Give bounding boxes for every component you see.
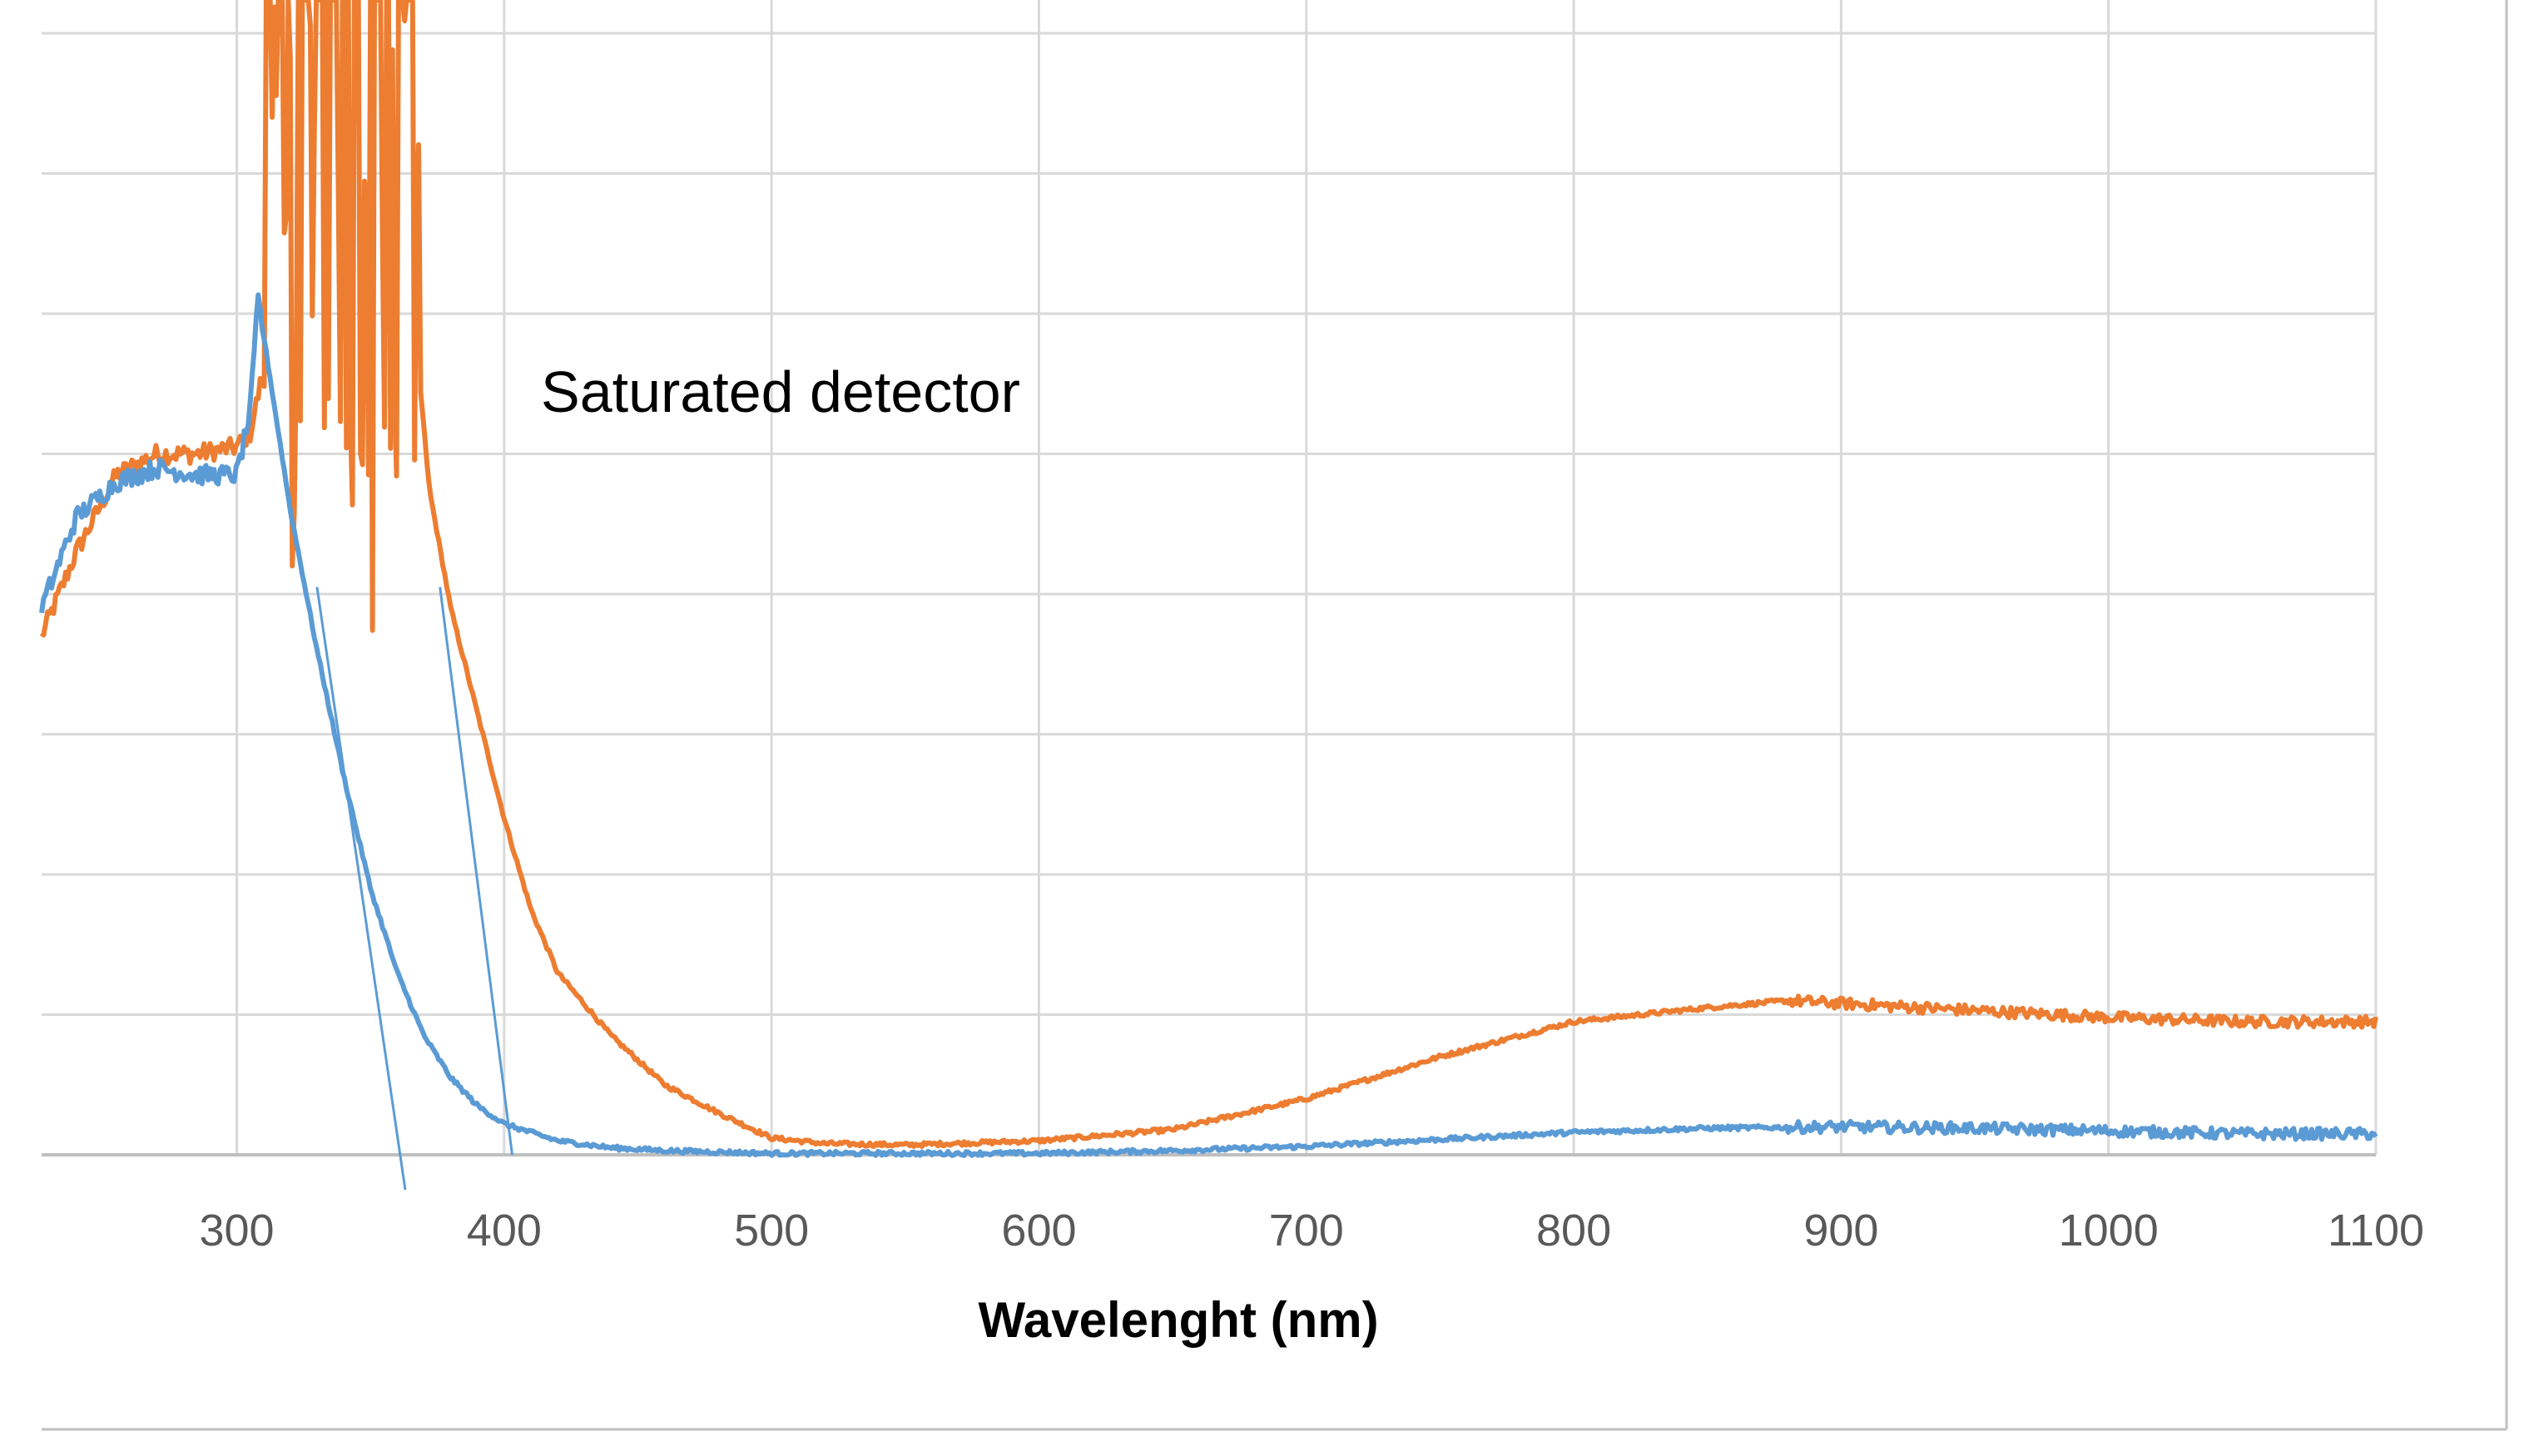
x-tick-label: 700 <box>1269 1206 1344 1255</box>
x-tick-label: 500 <box>734 1206 809 1255</box>
series-blue-line <box>39 292 2378 1158</box>
x-tick-label: 600 <box>1001 1206 1076 1255</box>
x-tick-label: 300 <box>199 1206 274 1255</box>
series-layer <box>39 0 2378 1191</box>
annotation-saturated-detector: Saturated detector <box>541 359 1020 424</box>
x-tick-label: 1000 <box>2059 1206 2159 1255</box>
x-axis-label: Wavelenght (nm) <box>978 1292 1378 1348</box>
x-tick-label: 800 <box>1536 1206 1611 1255</box>
grid <box>42 0 2378 1156</box>
x-tick-label: 400 <box>467 1206 542 1255</box>
x-tick-label: 1100 <box>2328 1206 2424 1255</box>
series-orange-line <box>39 0 2378 1149</box>
tangent-line <box>315 587 407 1191</box>
x-tick-labels: 300 400 500 600 700 800 900 1000 1100 <box>199 1206 2424 1255</box>
tangent-line <box>439 587 513 1156</box>
x-tick-label: 900 <box>1803 1206 1878 1255</box>
